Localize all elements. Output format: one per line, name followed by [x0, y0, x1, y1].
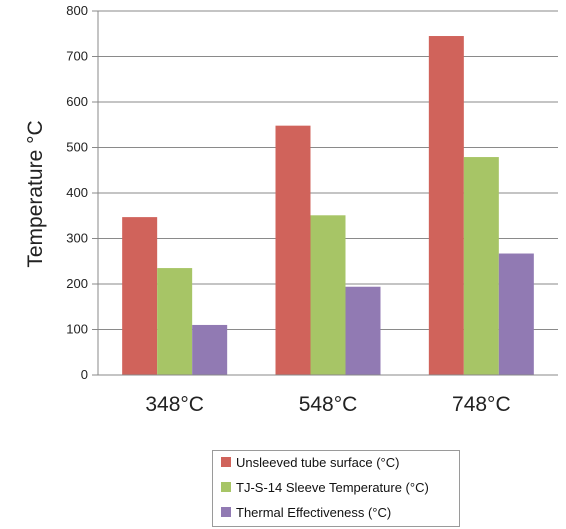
legend-box — [212, 450, 460, 527]
bar — [275, 125, 311, 375]
x-axis-categories: 348°C 548°C 748°C — [145, 393, 510, 416]
y-tick-label: 700 — [66, 49, 88, 64]
legend-swatch — [221, 482, 231, 492]
legend: Unsleeved tube surface (°C) TJ-S-14 Sleev… — [212, 450, 460, 527]
bar — [345, 286, 381, 375]
x-category-label: 548°C — [299, 393, 358, 416]
legend-label: Thermal Effectiveness (°C) — [236, 505, 391, 520]
y-tick-label: 600 — [66, 94, 88, 109]
bar — [310, 215, 346, 375]
y-tick-label: 300 — [66, 231, 88, 246]
legend-label: TJ-S-14 Sleeve Temperature (°C) — [236, 480, 429, 495]
y-tick-label: 200 — [66, 276, 88, 291]
y-axis-title: Temperature °C — [24, 120, 47, 267]
legend-label: Unsleeved tube surface (°C) — [236, 455, 399, 470]
legend-swatch — [221, 507, 231, 517]
x-category-label: 748°C — [452, 393, 511, 416]
bar — [463, 157, 499, 375]
y-tick-label: 0 — [81, 367, 88, 382]
bar — [157, 268, 193, 375]
y-tick-label: 800 — [66, 3, 88, 18]
y-tick-label: 400 — [66, 185, 88, 200]
bar — [192, 324, 228, 375]
x-category-label: 348°C — [145, 393, 204, 416]
bars — [122, 36, 534, 376]
y-tick-label: 500 — [66, 140, 88, 155]
bar — [428, 36, 464, 376]
y-tick-label: 100 — [66, 322, 88, 337]
legend-swatch — [221, 457, 231, 467]
bar — [122, 217, 158, 375]
y-axis-ticks: 0 100 200 300 400 500 600 700 800 — [66, 3, 98, 382]
bar — [498, 253, 534, 375]
